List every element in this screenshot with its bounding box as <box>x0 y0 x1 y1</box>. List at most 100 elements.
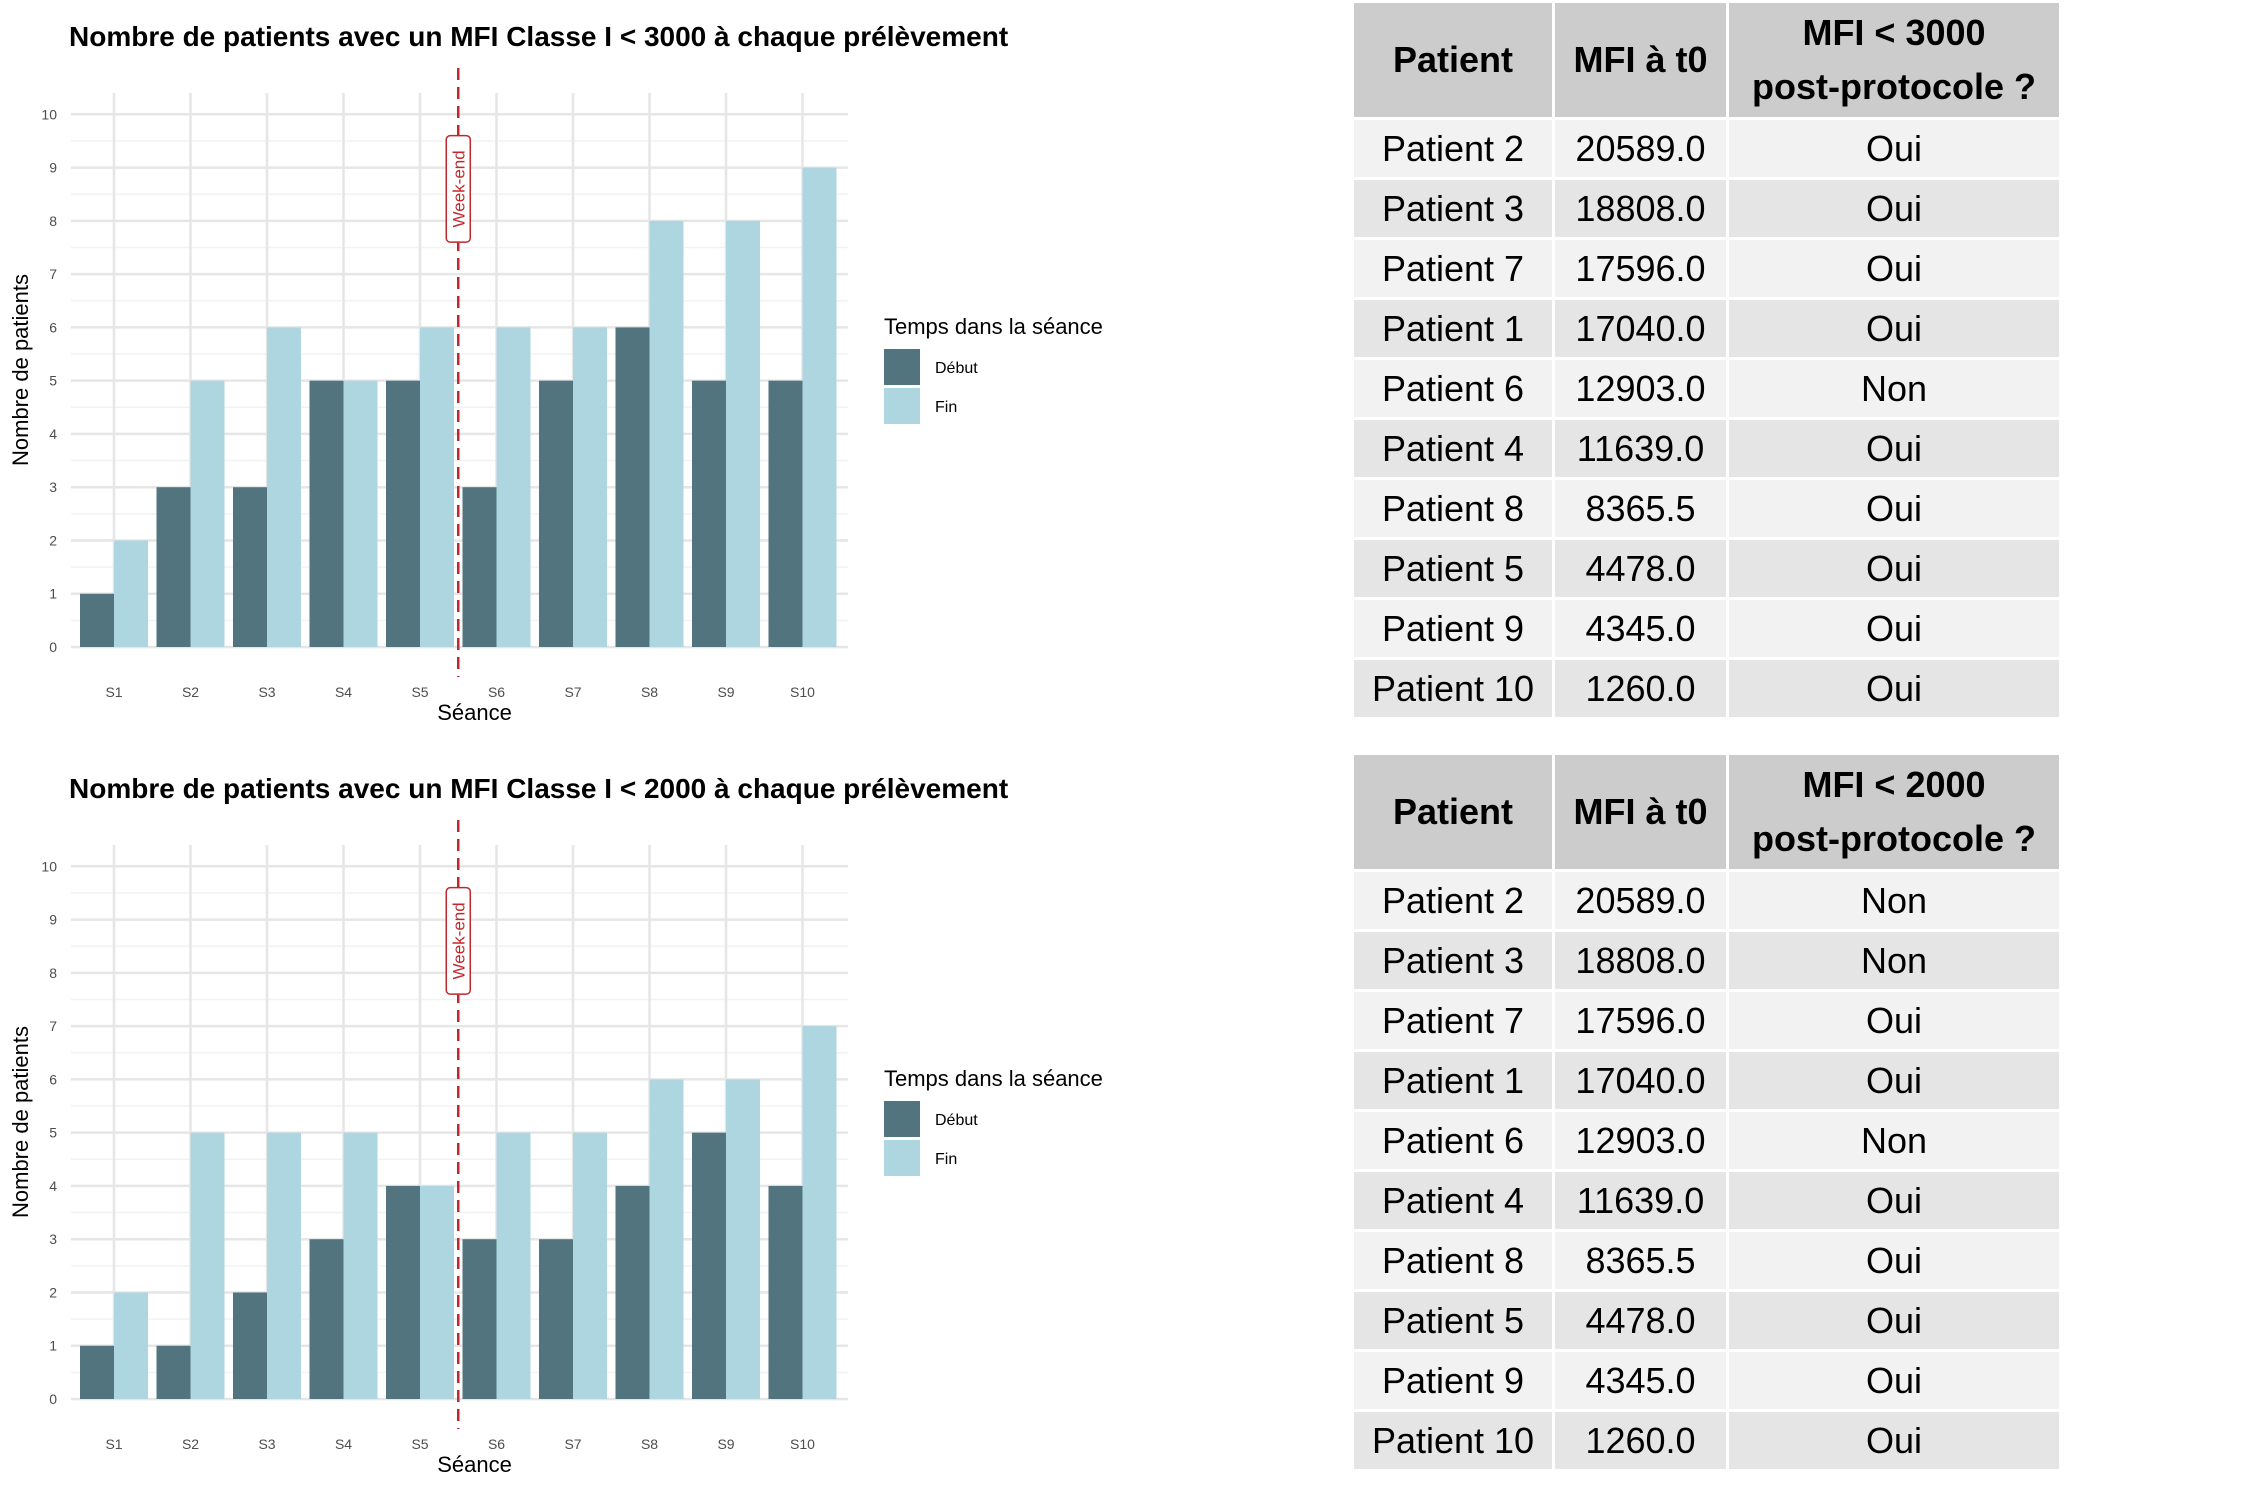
y-axis-label: Nombre de patients <box>8 1026 33 1218</box>
cell-patient: Patient 7 <box>1351 237 1555 300</box>
cell-mfi: 12903.0 <box>1552 357 1729 420</box>
x-tick-label: S7 <box>564 684 581 700</box>
bar-fin-s10 <box>802 1026 837 1399</box>
y-axis-label: Nombre de patients <box>8 274 33 466</box>
cell-result: Oui <box>1726 1289 2062 1352</box>
cell-result: Oui <box>1726 477 2062 540</box>
bar-dbut-s6 <box>462 487 497 647</box>
legend-label: Début <box>935 360 978 377</box>
cell-result: Oui <box>1726 1409 2062 1472</box>
table-row: Patient 9 4345.0 Oui <box>1351 1349 2062 1412</box>
legend-swatch <box>884 1140 920 1176</box>
cell-mfi: 18808.0 <box>1552 929 1729 992</box>
bar-dbut-s5 <box>386 380 420 647</box>
cell-patient: Patient 3 <box>1351 929 1555 992</box>
header-result-line1: MFI < 2000 <box>1802 764 1986 805</box>
y-tick-label: 8 <box>49 965 57 981</box>
bar-fin-s6 <box>496 1132 531 1399</box>
cell-mfi: 17040.0 <box>1552 297 1729 360</box>
y-tick-label: 7 <box>49 1018 57 1034</box>
table-row: Patient 7 17596.0 Oui <box>1351 237 2062 300</box>
cell-result: Oui <box>1726 417 2062 480</box>
table-row: Patient 2 20589.0 Non <box>1351 869 2062 932</box>
cell-result: Oui <box>1726 177 2062 240</box>
x-tick-label: S9 <box>717 684 734 700</box>
table-row: Patient 8 8365.5 Oui <box>1351 477 2062 540</box>
bar-dbut-s7 <box>539 380 573 647</box>
table-row: Patient 8 8365.5 Oui <box>1351 1229 2062 1292</box>
bar-fin-s2 <box>190 1132 225 1399</box>
cell-patient: Patient 9 <box>1351 1349 1555 1412</box>
table-row: Patient 7 17596.0 Oui <box>1351 989 2062 1052</box>
x-tick-label: S5 <box>411 684 428 700</box>
table-row: Patient 3 18808.0 Non <box>1351 929 2062 992</box>
table-row: Patient 9 4345.0 Oui <box>1351 597 2062 660</box>
x-tick-label: S9 <box>717 1436 734 1452</box>
legend-swatch <box>884 1101 920 1137</box>
cell-result: Oui <box>1726 117 2062 180</box>
x-tick-label: S4 <box>335 1436 352 1452</box>
cell-patient: Patient 6 <box>1351 1109 1555 1172</box>
table-body: Patient 2 20589.0 Non Patient 3 18808.0 Non Pa… <box>1351 869 2062 1472</box>
cell-result: Non <box>1726 929 2062 992</box>
bar-dbut-s6 <box>462 1239 497 1399</box>
bar-fin-s7 <box>573 327 607 647</box>
chart-mfi-3000: Nombre de patients avec un MFI Classe I … <box>0 0 1320 750</box>
chart-title: Nombre de patients avec un MFI Classe I … <box>69 773 1008 804</box>
bar-dbut-s2 <box>156 1345 191 1399</box>
cell-mfi: 8365.5 <box>1552 477 1729 540</box>
cell-result: Oui <box>1726 537 2062 600</box>
y-tick-label: 1 <box>49 1338 57 1354</box>
bar-dbut-s5 <box>386 1185 420 1399</box>
y-tick-label: 10 <box>41 106 57 122</box>
bar-dbut-s8 <box>615 327 650 647</box>
legend-title: Temps dans la séance <box>884 314 1103 339</box>
x-tick-label: S5 <box>411 1436 428 1452</box>
cell-result: Oui <box>1726 989 2062 1052</box>
legend-swatch <box>884 388 920 424</box>
bar-dbut-s3 <box>233 487 267 647</box>
bar-dbut-s1 <box>80 593 114 647</box>
cell-mfi: 17596.0 <box>1552 237 1729 300</box>
cell-mfi: 11639.0 <box>1552 1169 1729 1232</box>
bar-fin-s8 <box>649 1079 684 1399</box>
y-tick-label: 8 <box>49 213 57 229</box>
cell-mfi: 4478.0 <box>1552 1289 1729 1352</box>
cell-patient: Patient 8 <box>1351 477 1555 540</box>
bar-dbut-s4 <box>309 1239 344 1399</box>
table-row: Patient 1 17040.0 Oui <box>1351 297 2062 360</box>
x-axis-label: Séance <box>437 1452 512 1477</box>
legend-label: Fin <box>935 399 957 416</box>
cell-result: Oui <box>1726 657 2062 720</box>
header-result-line1: MFI < 3000 <box>1802 12 1986 53</box>
cell-mfi: 12903.0 <box>1552 1109 1729 1172</box>
bar-dbut-s1 <box>80 1345 114 1399</box>
bar-fin-s9 <box>726 220 760 647</box>
bar-fin-s3 <box>267 1132 301 1399</box>
table-mfi-3000: Patient MFI à t0 MFI < 3000 post-protocol… <box>1351 0 2062 720</box>
cell-patient: Patient 9 <box>1351 597 1555 660</box>
cell-mfi: 20589.0 <box>1552 117 1729 180</box>
cell-mfi: 4345.0 <box>1552 1349 1729 1412</box>
bar-dbut-s10 <box>768 1185 803 1399</box>
cell-patient: Patient 10 <box>1351 657 1555 720</box>
x-tick-label: S1 <box>105 684 122 700</box>
header-patient: Patient <box>1351 752 1555 872</box>
cell-patient: Patient 5 <box>1351 1289 1555 1352</box>
table-header-row: Patient MFI à t0 MFI < 2000 post-protocol… <box>1351 752 2062 872</box>
x-axis-label: Séance <box>437 700 512 725</box>
bar-dbut-s9 <box>692 380 726 647</box>
header-mfi-t0: MFI à t0 <box>1552 752 1729 872</box>
bar-dbut-s8 <box>615 1185 650 1399</box>
cell-mfi: 1260.0 <box>1552 657 1729 720</box>
cell-result: Oui <box>1726 1169 2062 1232</box>
chart-svg: Nombre de patients avec un MFI Classe I … <box>8 21 1103 725</box>
table-body: Patient 2 20589.0 Oui Patient 3 18808.0 Oui Pa… <box>1351 117 2062 720</box>
bar-fin-s3 <box>267 327 301 647</box>
weekend-label-box <box>445 886 471 995</box>
weekend-label-box <box>445 134 471 243</box>
cell-mfi: 1260.0 <box>1552 1409 1729 1472</box>
table-row: Patient 4 11639.0 Oui <box>1351 417 2062 480</box>
x-tick-label: S2 <box>182 684 199 700</box>
cell-result: Oui <box>1726 297 2062 360</box>
